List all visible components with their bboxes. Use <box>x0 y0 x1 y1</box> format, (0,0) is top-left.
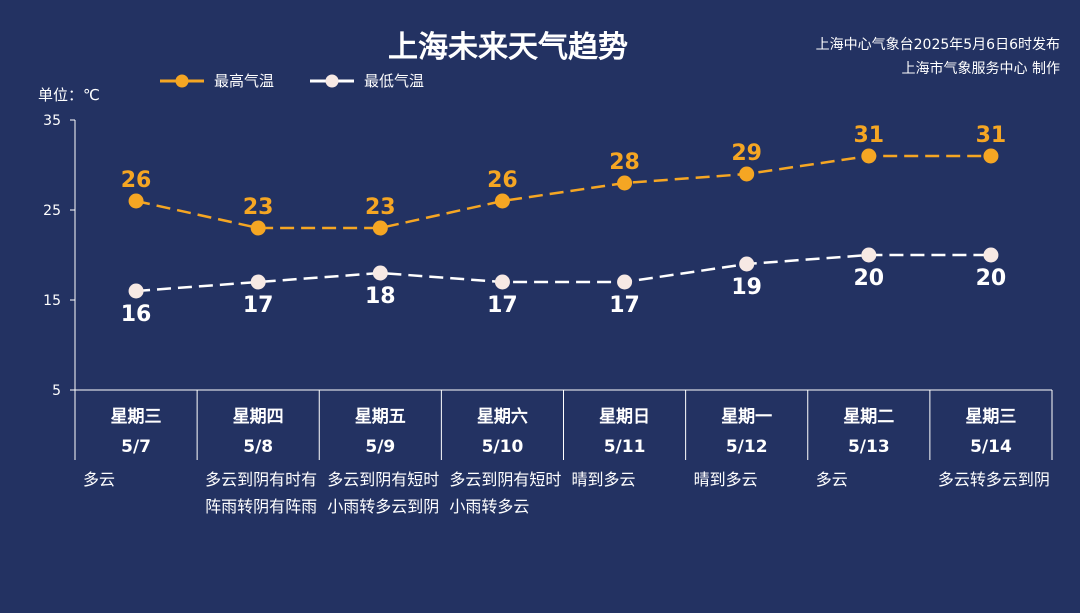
data-point-high <box>739 166 755 182</box>
weather-condition: 多云到阴有短时小雨转多云到阴 <box>327 470 440 516</box>
data-point-low <box>617 274 633 290</box>
data-label-high: 26 <box>121 168 152 193</box>
data-point-high <box>372 220 388 236</box>
data-point-high <box>861 148 877 164</box>
data-point-high <box>128 193 144 209</box>
legend-high-marker-icon <box>160 74 204 87</box>
weekday-label: 星期三 <box>110 407 162 427</box>
weather-condition: 多云 <box>815 470 848 489</box>
date-label: 5/9 <box>365 437 396 457</box>
date-label: 5/13 <box>847 437 890 457</box>
y-tick-label: 5 <box>52 383 61 399</box>
y-tick-label: 15 <box>43 293 61 309</box>
series-line-low <box>135 253 991 293</box>
legend-item-low: 最低气温 <box>310 70 424 91</box>
y-axis-unit-label: 单位：℃ <box>38 86 100 104</box>
legend-low-label: 最低气温 <box>364 72 425 90</box>
source-note: 上海中心气象台2025年5月6日6时发布 上海市气象服务中心 制作 <box>816 33 1060 81</box>
weather-condition: 多云 <box>83 470 116 489</box>
source-line-2: 上海市气象服务中心 制作 <box>901 61 1060 77</box>
data-label-low: 18 <box>365 284 396 309</box>
day-label: 星期一 5/12 <box>687 402 807 462</box>
weather-condition: 晴到多云 <box>693 470 758 489</box>
data-point-high <box>617 175 633 191</box>
data-label-high: 23 <box>243 195 274 220</box>
data-point-high <box>983 148 999 164</box>
data-point-low <box>739 256 755 272</box>
data-label-high: 31 <box>854 123 885 148</box>
data-point-low <box>372 265 388 281</box>
weather-condition: 多云转多云到阴 <box>937 470 1050 489</box>
data-label-low: 19 <box>731 275 762 300</box>
chart-title: 上海未来天气趋势 <box>388 30 628 65</box>
data-point-low <box>861 247 877 263</box>
legend-item-high: 最高气温 <box>160 70 274 91</box>
date-label: 5/11 <box>603 437 646 457</box>
weekday-label: 星期二 <box>843 407 895 427</box>
day-label: 星期三 5/7 <box>76 402 196 462</box>
weekday-label: 星期四 <box>232 407 284 427</box>
day-label: 星期六 5/10 <box>442 402 562 462</box>
data-label-low: 20 <box>976 266 1007 291</box>
data-label-low: 17 <box>487 293 518 318</box>
weekday-label: 星期日 <box>599 407 651 427</box>
date-label: 5/7 <box>121 437 151 457</box>
data-point-high <box>250 220 266 236</box>
weekday-label: 星期六 <box>476 407 528 427</box>
legend-high-label: 最高气温 <box>214 72 275 90</box>
y-tick-label: 35 <box>43 113 61 129</box>
data-label-low: 17 <box>609 293 640 318</box>
day-label: 星期四 5/8 <box>198 402 318 462</box>
day-label: 星期日 5/11 <box>565 402 685 462</box>
data-point-low <box>983 247 999 263</box>
day-label: 星期三 5/14 <box>931 402 1051 462</box>
data-point-high <box>494 193 510 209</box>
legend-low-marker-icon <box>310 74 354 87</box>
data-point-low <box>128 283 144 299</box>
date-label: 5/8 <box>243 437 274 457</box>
data-point-low <box>250 274 266 290</box>
day-label: 星期二 5/13 <box>809 402 929 462</box>
weather-condition: 多云到阴有时有阵雨转阴有阵雨 <box>205 470 318 516</box>
date-label: 5/14 <box>970 437 1012 457</box>
day-label: 星期五 5/9 <box>320 402 440 462</box>
data-label-high: 26 <box>487 168 518 193</box>
y-tick-label: 25 <box>43 203 61 219</box>
data-label-high: 28 <box>609 150 640 175</box>
series-line-high <box>135 154 991 230</box>
weekday-label: 星期一 <box>721 407 773 427</box>
data-label-low: 16 <box>121 302 152 327</box>
data-label-high: 29 <box>731 141 762 166</box>
weather-condition: 晴到多云 <box>571 470 636 489</box>
data-label-low: 20 <box>854 266 885 291</box>
date-label: 5/12 <box>725 437 768 457</box>
data-label-high: 23 <box>365 195 396 220</box>
date-label: 5/10 <box>481 437 524 457</box>
data-label-high: 31 <box>976 123 1007 148</box>
source-line-1: 上海中心气象台2025年5月6日6时发布 <box>815 37 1060 53</box>
data-label-low: 17 <box>243 293 274 318</box>
data-point-low <box>494 274 510 290</box>
weekday-label: 星期三 <box>965 407 1017 427</box>
weekday-label: 星期五 <box>354 407 406 427</box>
weather-condition: 多云到阴有短时小雨转多云 <box>449 470 562 516</box>
